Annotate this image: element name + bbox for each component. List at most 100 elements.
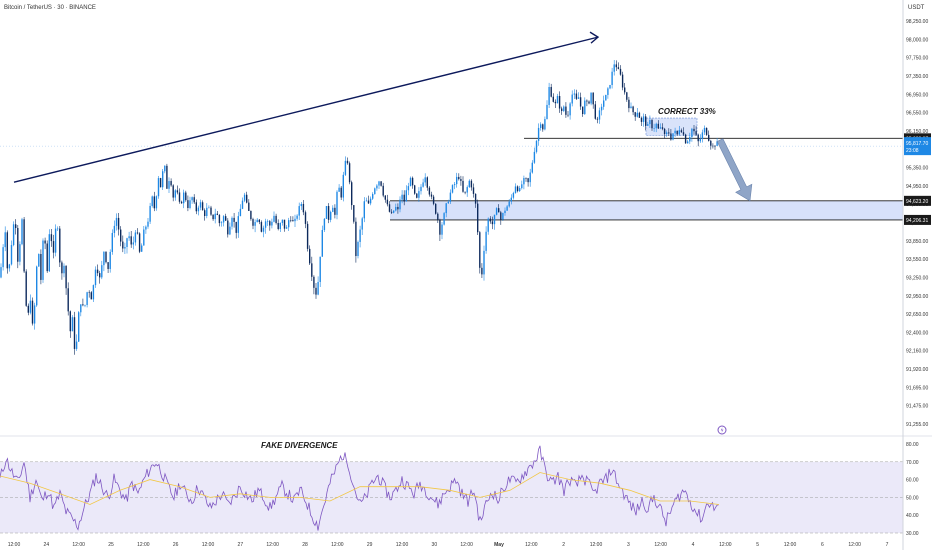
candle	[542, 123, 544, 132]
candle-body	[374, 188, 376, 195]
candle-body	[594, 104, 596, 119]
time-axis[interactable]: 12:00 24 12:00 25 12:00 26 12:00 27 12:00 28 12:00…	[8, 542, 889, 548]
candle	[500, 210, 502, 225]
demand-zone[interactable]	[390, 200, 903, 220]
candle-body	[96, 269, 99, 274]
candle	[90, 291, 92, 300]
candle-body	[615, 64, 617, 68]
candle-body	[712, 145, 714, 147]
candle-body	[548, 87, 550, 105]
candle	[306, 221, 309, 252]
candle	[321, 225, 323, 257]
trend-line[interactable]	[13, 36, 599, 183]
price-axis[interactable]: 98,250.00 98,000.00 97,750.00 97,350.00 96,9…	[904, 19, 931, 428]
candle	[195, 199, 197, 215]
candle-body	[153, 196, 155, 209]
candle-body	[418, 191, 420, 198]
candle-body	[107, 262, 109, 269]
candle	[138, 232, 141, 254]
candle-body	[101, 265, 103, 278]
candle	[472, 183, 475, 198]
candle	[111, 229, 113, 255]
candle-body	[260, 222, 263, 232]
time-tick-label: 6	[821, 542, 824, 548]
candle-body	[300, 203, 302, 207]
candle-body	[458, 176, 460, 180]
candle-body	[405, 190, 407, 202]
time-tick-label: 12:00	[654, 542, 667, 548]
candle-body	[187, 200, 189, 209]
candle	[582, 106, 584, 117]
candle-body	[330, 211, 332, 220]
candle-body	[552, 96, 554, 102]
candle-body	[246, 194, 248, 203]
candle-body	[472, 187, 475, 194]
candle	[558, 91, 561, 113]
candle	[336, 190, 338, 220]
projection-arrow[interactable]	[716, 138, 753, 202]
candle-body	[491, 221, 494, 225]
candle	[187, 195, 189, 212]
candle-body	[262, 227, 265, 232]
candle	[178, 188, 181, 204]
rsi-tick-label: 30.00	[906, 531, 919, 537]
candle-body	[489, 218, 491, 222]
candle	[21, 217, 23, 246]
candle	[397, 203, 399, 214]
last-price-label-bg	[904, 137, 931, 156]
candle-body	[250, 210, 252, 220]
price-tick-label: 95,350.00	[906, 166, 928, 172]
price-tick-label: 91,695.00	[906, 385, 928, 391]
candle	[201, 200, 204, 211]
candle	[395, 203, 397, 212]
candle-body	[285, 227, 288, 229]
candle-body	[36, 266, 38, 306]
candle-body	[466, 187, 468, 193]
candle	[378, 180, 380, 190]
candle	[298, 202, 300, 221]
candle-body	[273, 215, 275, 222]
candle-body	[361, 218, 363, 230]
candle	[323, 217, 326, 232]
candle-body	[659, 127, 662, 129]
candle-body	[155, 196, 158, 209]
candle	[54, 224, 57, 257]
candle-body	[579, 97, 582, 107]
candle-body	[577, 97, 580, 99]
candle-body	[544, 119, 546, 130]
candle-body	[584, 100, 586, 115]
candle-body	[498, 208, 500, 213]
price-tick-label: 98,000.00	[906, 37, 928, 43]
correct-box[interactable]	[645, 117, 698, 136]
candle	[222, 215, 225, 227]
candle	[481, 263, 483, 278]
lightning-icon[interactable]	[717, 425, 727, 435]
candle-body	[445, 203, 447, 214]
candle	[239, 204, 242, 217]
candle	[540, 122, 542, 131]
candle	[132, 236, 134, 250]
candle-body	[411, 177, 414, 186]
candle	[634, 111, 636, 121]
candle-body	[645, 116, 647, 126]
rsi-axis[interactable]: 80.00 70.00 60.00 50.00 40.00 30.00	[906, 442, 919, 537]
candle-body	[569, 103, 571, 116]
candle	[544, 116, 546, 131]
candle-body	[514, 186, 517, 193]
candle-body	[15, 224, 17, 229]
candle-body	[363, 201, 365, 219]
rsi-ma-line[interactable]	[0, 472, 720, 505]
rsi-pane[interactable]	[0, 445, 903, 534]
rsi-line[interactable]	[0, 445, 719, 531]
candle	[537, 123, 540, 146]
price-pane[interactable]	[0, 31, 903, 355]
candle-body	[367, 200, 370, 204]
candle	[422, 178, 424, 188]
candle-body	[523, 177, 525, 185]
candle-body	[554, 101, 557, 104]
candle-body	[386, 199, 389, 205]
candle-body	[288, 220, 290, 228]
candle-body	[388, 204, 391, 212]
time-tick-label: 5	[756, 542, 759, 548]
